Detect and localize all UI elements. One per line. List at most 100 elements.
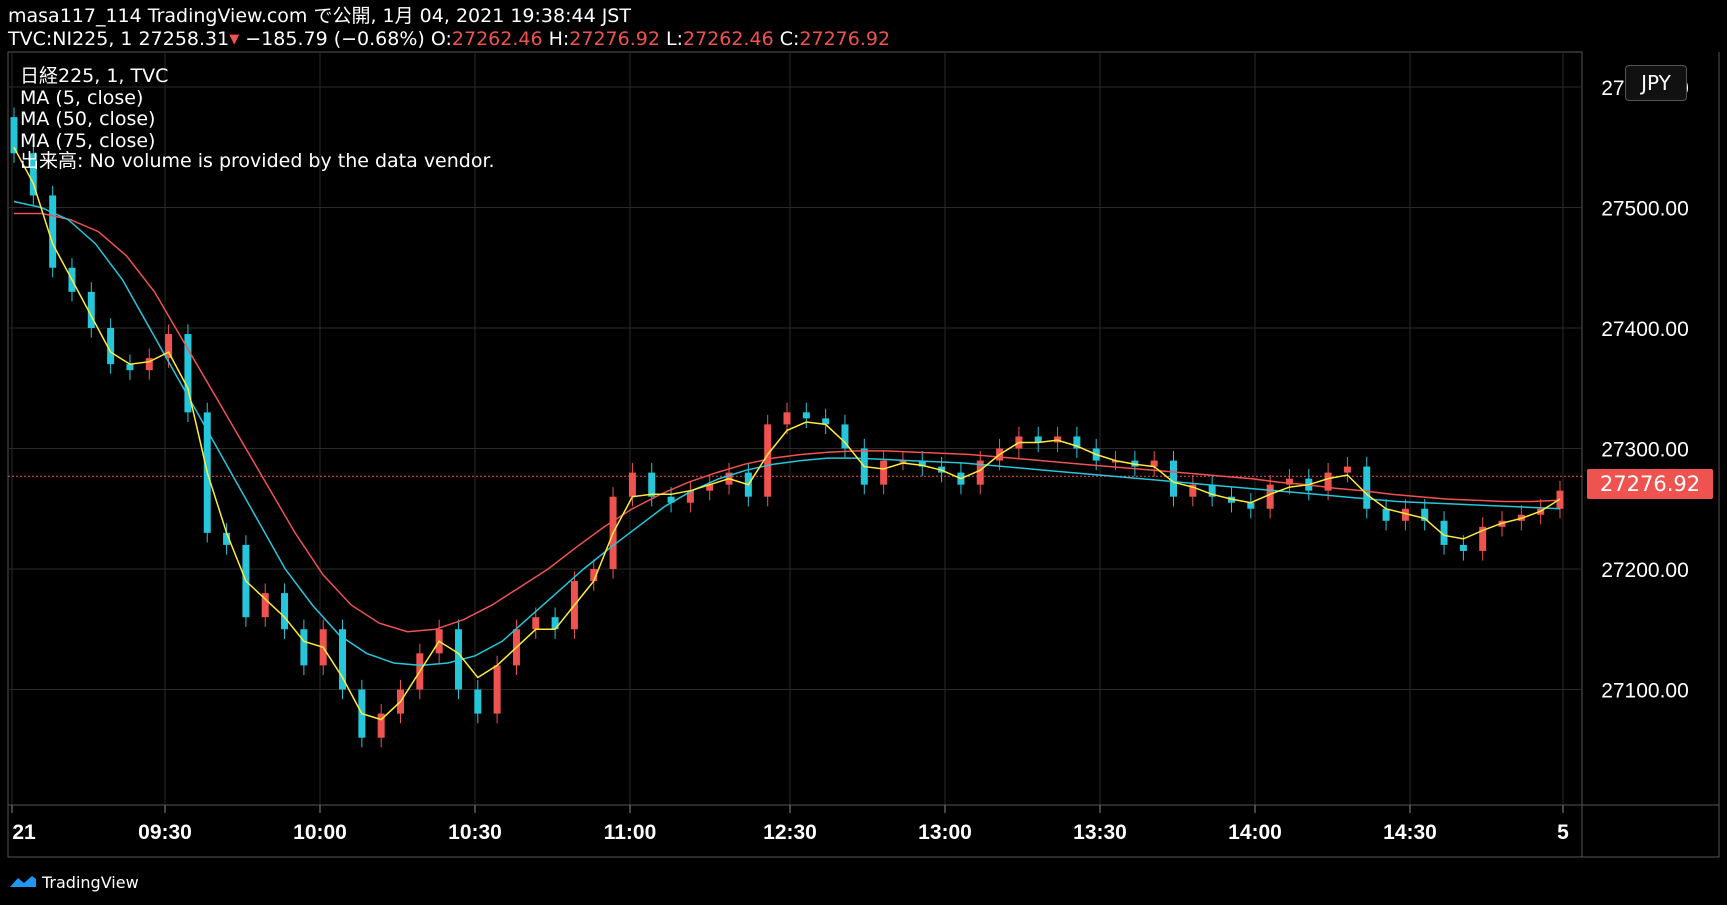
- open-value: 27262.46: [451, 28, 543, 50]
- chart-header-ohlc: TVC:NI225, 1 27258.31▼ −185.79 (−0.68%) …: [8, 29, 890, 50]
- chart-header-title: masa117_114 TradingView.com で公開, 1月 04, …: [8, 5, 631, 27]
- candle-down: [10, 117, 18, 154]
- candle-up: [976, 460, 984, 485]
- candle-down: [107, 328, 115, 365]
- change-value: −185.79 (−0.68%): [245, 28, 431, 50]
- candle-up: [706, 484, 714, 491]
- candle-down: [1208, 484, 1216, 497]
- time-tick-label: 14:30: [1383, 821, 1437, 844]
- currency-button[interactable]: JPY: [1625, 65, 1687, 101]
- candle-down: [1170, 460, 1177, 497]
- time-tick-label: 21: [12, 821, 36, 844]
- candle-down: [1034, 436, 1042, 443]
- candle-down: [1440, 520, 1448, 545]
- price-tick-label: 27500.00: [1601, 198, 1689, 221]
- candle-down: [1073, 436, 1081, 449]
- candle-down: [29, 153, 37, 196]
- candle-up: [899, 460, 907, 463]
- price-tick-label: 27200.00: [1601, 559, 1689, 582]
- candle-down: [667, 496, 675, 503]
- candle-up: [880, 460, 888, 485]
- price-tick-label: 27100.00: [1601, 680, 1689, 703]
- candle-up: [1189, 484, 1197, 497]
- down-arrow-icon: ▼: [229, 32, 240, 47]
- candle-up: [261, 593, 269, 618]
- candle-down: [454, 629, 462, 690]
- time-tick-label: 11:00: [604, 821, 657, 844]
- candle-up: [590, 569, 598, 582]
- ma75-line: [14, 212, 1561, 633]
- legend-ma75[interactable]: MA (75, close): [20, 130, 156, 152]
- time-tick-label: 09:30: [138, 821, 192, 844]
- candle-down: [918, 460, 926, 467]
- open-label: O:: [430, 28, 452, 50]
- price-tick-label: 27300.00: [1601, 439, 1689, 462]
- time-tick-label: 5: [1557, 821, 1569, 844]
- candle-up: [1401, 508, 1409, 521]
- high-label: H:: [542, 28, 570, 50]
- footer-brand[interactable]: TradingView: [8, 871, 139, 893]
- candle-up: [1266, 484, 1274, 509]
- symbol-label: TVC:NI225, 1 27258.31: [8, 28, 230, 50]
- candle-down: [300, 629, 308, 666]
- ma-lines: [13, 146, 1561, 721]
- high-value: 27276.92: [569, 28, 660, 50]
- candle-down: [339, 629, 347, 690]
- candle-down: [49, 195, 57, 268]
- candle-down: [1247, 502, 1255, 509]
- candle-up: [1479, 526, 1487, 551]
- candle-down: [802, 412, 810, 419]
- time-axis-frame: [7, 804, 1720, 858]
- time-tick-label: 13:00: [918, 821, 972, 844]
- ma5-line: [13, 146, 1561, 721]
- candle-down: [474, 689, 482, 714]
- ma50-line: [13, 200, 1561, 667]
- candle-up: [165, 334, 173, 359]
- candle-up: [1324, 472, 1332, 491]
- candle-up: [764, 424, 772, 497]
- candle-down: [841, 424, 849, 449]
- price-tick-label: 27400.00: [1601, 318, 1689, 341]
- time-tick-label: 10:00: [293, 821, 347, 844]
- time-tick-label: 14:00: [1228, 821, 1282, 844]
- chart-grid: [7, 51, 1720, 858]
- close-value: 27276.92: [799, 28, 891, 50]
- candle-up: [377, 713, 385, 738]
- candle-up: [628, 472, 636, 497]
- candle-down: [1363, 466, 1371, 509]
- legend-ma5[interactable]: MA (5, close): [20, 87, 144, 109]
- candle-up: [493, 665, 501, 714]
- candle-up: [783, 412, 791, 425]
- time-tick-label: 13:30: [1073, 821, 1127, 844]
- candle-down: [1459, 544, 1467, 551]
- candle-down: [126, 364, 134, 371]
- candle-up: [1112, 460, 1120, 463]
- candle-up: [532, 617, 540, 630]
- candle-down: [822, 418, 830, 425]
- chart-axes: 27600.0027500.0027400.0027300.0027200.00…: [11, 77, 1689, 844]
- time-tick-label: 12:30: [763, 821, 817, 844]
- candle-up: [1343, 466, 1351, 473]
- candle-down: [87, 291, 95, 328]
- candle-down: [223, 532, 231, 545]
- low-label: L:: [659, 28, 683, 50]
- candle-up: [145, 358, 153, 371]
- candle-down: [1382, 508, 1390, 521]
- legend-volume: 出来高: No volume is provided by the data v…: [20, 150, 495, 172]
- candle-down: [648, 472, 656, 497]
- candles: [10, 107, 1564, 748]
- candle-down: [551, 617, 559, 630]
- legend-ma50[interactable]: MA (50, close): [20, 108, 156, 130]
- last-price-badge: 27276.92: [1587, 469, 1713, 499]
- candle-up: [1150, 460, 1158, 467]
- candle-down: [281, 593, 289, 630]
- candle-up: [686, 490, 694, 503]
- close-label: C:: [773, 28, 800, 50]
- low-value: 27262.46: [683, 28, 774, 50]
- time-tick-label: 10:30: [448, 821, 502, 844]
- candle-up: [1285, 478, 1293, 485]
- candle-down: [184, 334, 192, 413]
- footer-brand-label: TradingView: [42, 872, 139, 892]
- candle-down: [1421, 508, 1429, 521]
